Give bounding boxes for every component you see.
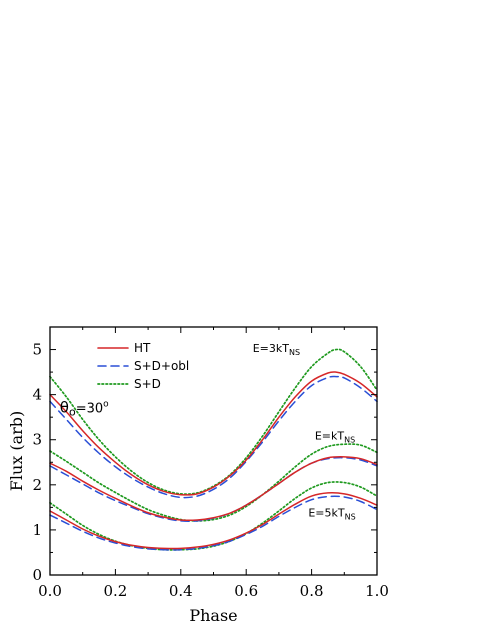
series-line-e-3kt-ns-ht <box>49 371 378 496</box>
legend-label-s-d: S+D <box>134 377 161 391</box>
annotation-3: E=5kTNS <box>308 506 355 521</box>
y-tick-label: 4 <box>32 386 42 404</box>
series-line-e-5kt-ns-ht <box>49 492 378 550</box>
x-tick-label: 0.0 <box>38 582 62 600</box>
annotation-layer: θo=30o E=3kTNS E=kTNS E=5kTNS <box>60 342 356 522</box>
x-tick-label: 1.0 <box>365 582 389 600</box>
y-axis-label: Flux (arb) <box>7 411 26 492</box>
series-line-e-3kt-ns-s-d-obl <box>49 375 378 499</box>
tick-layer: 0.0 0.2 0.4 0.6 0.8 1.0 0 1 2 3 4 5 <box>32 327 389 600</box>
x-tick-label: 0.4 <box>169 582 193 600</box>
y-tick-label: 3 <box>32 431 42 449</box>
annotation-2: E=kTNS <box>315 430 355 445</box>
y-tick-label: 0 <box>32 566 42 584</box>
annotation-0: θo=30o <box>60 399 109 419</box>
legend-label-s-d-obl: S+D+obl <box>134 359 189 373</box>
curve-layer <box>49 348 378 551</box>
y-tick-label: 1 <box>32 521 42 539</box>
legend-label-ht: HT <box>134 341 151 355</box>
annotation-1: E=3kTNS <box>253 342 300 357</box>
x-tick-label: 0.2 <box>103 582 127 600</box>
x-axis-label: Phase <box>189 606 237 625</box>
x-tick-label: 0.8 <box>300 582 324 600</box>
y-tick-label: 5 <box>32 341 42 359</box>
series-line-e-kt-ns-s-d <box>49 443 378 522</box>
series-line-e-kt-ns-ht <box>49 456 378 522</box>
series-line-e-3kt-ns-s-d <box>49 348 378 495</box>
y-tick-label: 2 <box>32 476 42 494</box>
x-tick-label: 0.6 <box>234 582 258 600</box>
series-line-e-5kt-ns-s-d-obl <box>49 495 378 551</box>
legend: HT S+D+obl S+D <box>97 341 189 391</box>
